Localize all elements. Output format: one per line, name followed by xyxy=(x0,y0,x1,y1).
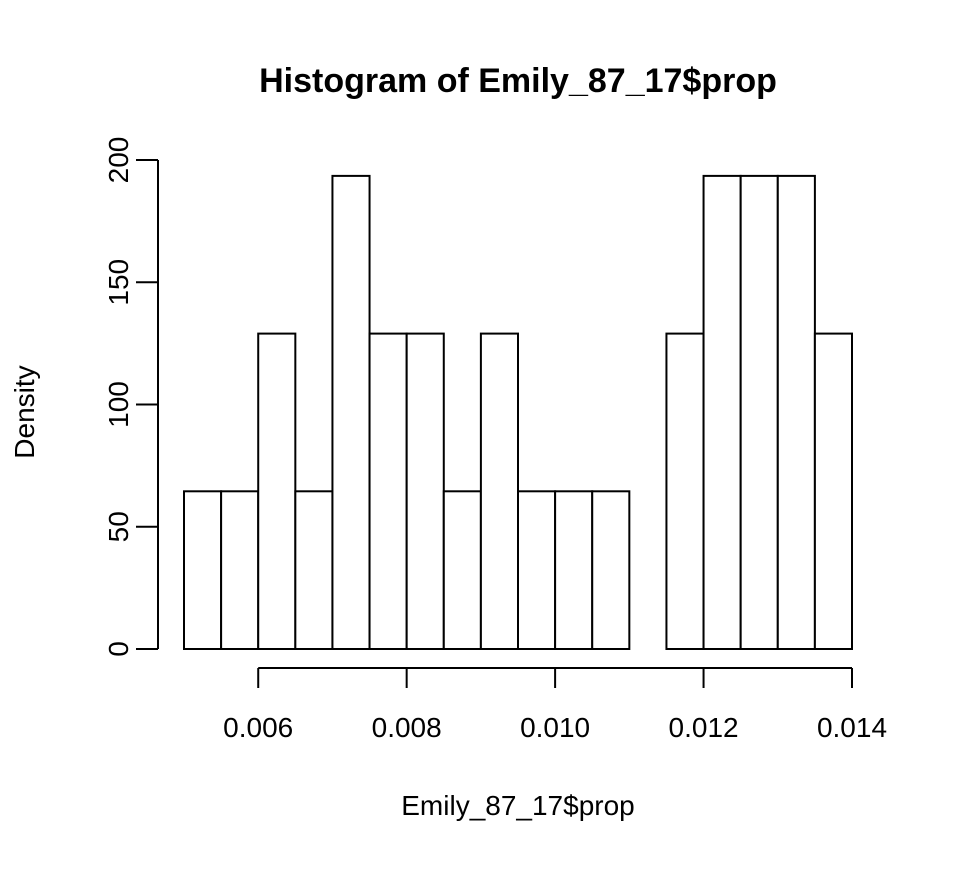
histogram-bar-18 xyxy=(813,332,854,650)
x-tick-label: 0.010 xyxy=(520,712,590,743)
histogram-bar-4 xyxy=(294,490,334,650)
histogram-bar-17 xyxy=(776,174,816,651)
histogram-bar-9 xyxy=(479,332,519,650)
histogram-bar-3 xyxy=(257,332,297,650)
y-tick-label: 100 xyxy=(103,381,134,428)
histogram-bar-1 xyxy=(183,490,223,650)
x-tick-label: 0.012 xyxy=(669,712,739,743)
y-axis-label: Density xyxy=(9,365,40,458)
histogram-bar-12 xyxy=(591,490,631,650)
x-tick-label: 0.008 xyxy=(372,712,442,743)
histogram-bar-14 xyxy=(665,332,705,650)
y-tick-label: 0 xyxy=(103,641,134,657)
y-tick-label: 200 xyxy=(103,137,134,184)
x-axis: 0.006 0.008 0.010 0.012 0.014 xyxy=(223,667,887,743)
histogram-bar-2 xyxy=(220,490,260,650)
histogram-bar-7 xyxy=(405,332,445,650)
histogram-bar-16 xyxy=(739,174,779,651)
histogram-bar-8 xyxy=(442,490,482,650)
histogram-bar-10 xyxy=(517,490,557,650)
x-tick-label: 0.006 xyxy=(223,712,293,743)
x-tick-label: 0.014 xyxy=(817,712,887,743)
histogram-bar-5 xyxy=(331,174,371,651)
y-axis: 0 50 100 150 200 xyxy=(103,137,159,657)
histogram-bar-6 xyxy=(368,332,408,650)
y-tick-label: 150 xyxy=(103,259,134,306)
histogram-bar-15 xyxy=(702,174,742,651)
x-axis-label: Emily_87_17$prop xyxy=(401,790,635,821)
chart-title: Histogram of Emily_87_17$prop xyxy=(259,62,777,100)
y-tick-label: 50 xyxy=(103,511,134,542)
histogram-bar-11 xyxy=(554,490,594,650)
bars-group xyxy=(183,174,854,651)
